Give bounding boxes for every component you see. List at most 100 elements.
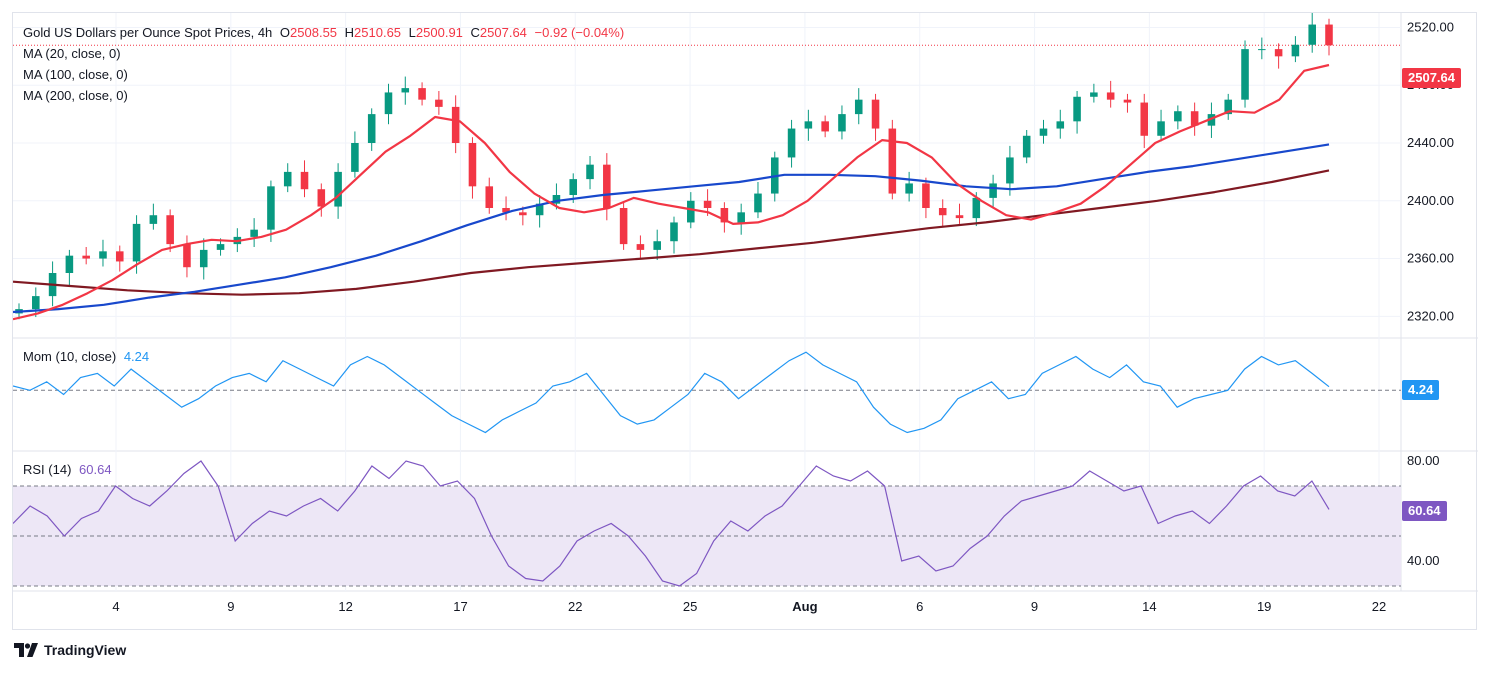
candle-body — [351, 143, 359, 172]
candle-body — [838, 114, 846, 132]
candle-body — [1073, 96, 1081, 122]
time-tick-label: 22 — [1372, 599, 1386, 614]
time-tick-label: 25 — [683, 599, 697, 614]
candle-body — [65, 255, 74, 273]
candle-body — [535, 203, 544, 216]
candle-body — [1006, 157, 1014, 184]
ma100-line — [13, 143, 1330, 314]
candle-body — [468, 143, 477, 187]
candle-body — [317, 189, 326, 207]
candle-body — [720, 208, 729, 223]
open-value: 2508.55 — [290, 25, 338, 40]
candle-body — [821, 121, 829, 132]
candle-body — [1056, 121, 1065, 129]
candle-body — [972, 197, 981, 219]
candle-body — [787, 128, 796, 158]
candle-body — [1174, 111, 1182, 122]
candle-body — [854, 99, 863, 115]
time-tick-label: 4 — [112, 599, 119, 614]
time-tick-label: 19 — [1257, 599, 1271, 614]
price-tick-label: 2440.00 — [1407, 135, 1454, 150]
candle-body — [519, 212, 527, 216]
candle-body — [619, 208, 628, 245]
rsi-legend[interactable]: RSI (14) 60.64 — [23, 462, 116, 477]
candle-body — [1022, 135, 1031, 158]
candle-body — [989, 183, 997, 198]
candle-body — [32, 296, 40, 310]
candle-body — [1325, 24, 1333, 46]
candle-body — [418, 88, 426, 100]
candle-body — [754, 193, 762, 213]
rsi-label: RSI (14) — [23, 462, 72, 477]
candle-body — [1207, 114, 1216, 126]
candle-body — [502, 208, 510, 213]
candle-body — [922, 183, 930, 208]
rsi-tick-label: 40.00 — [1407, 553, 1440, 568]
time-tick-label: 14 — [1142, 599, 1156, 614]
time-tick-label: 9 — [1031, 599, 1038, 614]
symbol-title: Gold US Dollars per Ounce Spot Prices, 4… — [23, 25, 273, 40]
candle-body — [183, 244, 191, 268]
price-tick-label: 2320.00 — [1407, 308, 1454, 323]
low-value: 2500.91 — [415, 25, 463, 40]
close-value: 2507.64 — [479, 25, 527, 40]
chart-frame: 2320.002360.002400.002440.002480.002520.… — [12, 12, 1478, 631]
candle-body — [552, 195, 561, 204]
candle-body — [804, 121, 813, 129]
candle-body — [1157, 121, 1165, 136]
candle-body — [1241, 49, 1249, 100]
time-tick-label: 12 — [338, 599, 352, 614]
candle-body — [1090, 92, 1098, 97]
candle-body — [451, 106, 460, 143]
candle-body — [1224, 99, 1233, 115]
candle-body — [871, 99, 880, 129]
price-tick-label: 2400.00 — [1407, 193, 1454, 208]
candle-body — [687, 200, 695, 223]
rsi-value: 60.64 — [79, 462, 112, 477]
ma200-legend[interactable]: MA (200, close, 0) — [23, 88, 128, 103]
candle-body — [267, 186, 275, 230]
candle-body — [905, 183, 913, 194]
candle-body — [670, 222, 678, 242]
last-price-tag: 2507.64 — [1402, 68, 1461, 88]
candle-body — [1291, 44, 1300, 57]
change-value: −0.92 (−0.04%) — [534, 25, 625, 40]
momentum-line — [13, 351, 1330, 434]
ma100-legend[interactable]: MA (100, close, 0) — [23, 67, 128, 82]
candle-body — [1106, 92, 1115, 100]
high-value: 2510.65 — [354, 25, 402, 40]
time-tick-label: 6 — [916, 599, 923, 614]
momentum-label: Mom (10, close) — [23, 349, 117, 364]
ma200-line — [13, 169, 1330, 296]
candle-body — [82, 255, 90, 259]
momentum-price-tag: 4.24 — [1402, 380, 1440, 400]
candle-body — [199, 249, 208, 268]
candle-body — [1140, 102, 1149, 136]
candle-body — [603, 164, 611, 208]
tradingview-footer[interactable]: TradingView — [14, 642, 126, 658]
candle-body — [132, 223, 141, 262]
tradingview-logo-icon — [14, 643, 38, 657]
candle-body — [653, 241, 661, 250]
candle-body — [888, 128, 897, 194]
candle-body — [938, 208, 947, 216]
ma20-legend[interactable]: MA (20, close, 0) — [23, 46, 121, 61]
momentum-legend[interactable]: Mom (10, close) 4.24 — [23, 349, 153, 364]
candle-body — [216, 244, 225, 250]
candle-body — [636, 244, 645, 250]
candle-body — [1274, 49, 1283, 57]
close-label: C — [470, 25, 480, 40]
candle-body — [334, 171, 342, 207]
chart-canvas[interactable]: 2320.002360.002400.002440.002480.002520.… — [13, 13, 1478, 631]
rsi-line — [13, 460, 1330, 587]
candle-body — [1123, 99, 1132, 103]
time-tick-label: 17 — [453, 599, 467, 614]
candle-body — [586, 164, 594, 180]
candle-body — [485, 186, 494, 208]
momentum-value: 4.24 — [123, 349, 150, 364]
candle-body — [300, 171, 309, 190]
price-tick-label: 2360.00 — [1407, 251, 1454, 266]
candle-body — [149, 215, 158, 224]
candle-body — [99, 251, 107, 259]
high-label: H — [344, 25, 355, 40]
